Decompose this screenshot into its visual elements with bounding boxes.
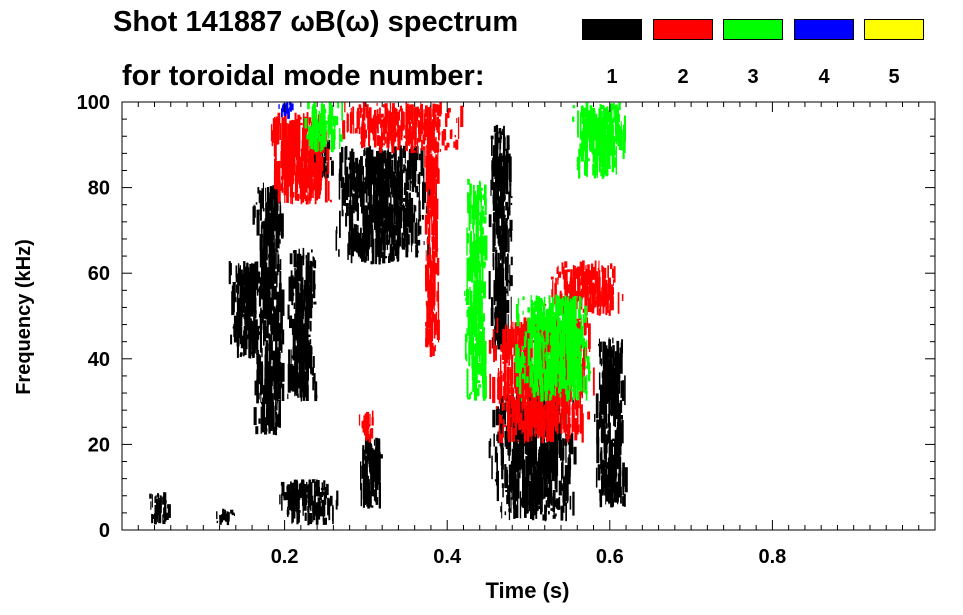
series-mode-3 [304, 102, 626, 402]
x-tick-label: 0.4 [433, 546, 462, 568]
y-tick-label: 0 [99, 520, 110, 542]
series-mode-2 [270, 102, 624, 444]
series-mode-1 [149, 124, 628, 526]
legend-label-n4: 4 [818, 66, 830, 88]
spectral-region-mode-1 [335, 145, 431, 265]
legend-label-n5: 5 [888, 66, 900, 88]
spectral-region-mode-1 [252, 180, 285, 436]
chart-title: Shot 141887 ωB(ω) spectrum [113, 6, 519, 38]
spectral-region-mode-1 [149, 492, 171, 525]
x-tick-label: 0.6 [596, 546, 624, 568]
spectral-region-mode-1 [594, 337, 628, 508]
axes: 0.2 0.4 0.6 0.8 0 20 40 60 80 100 [77, 92, 935, 568]
legend-swatch-n3 [723, 19, 783, 40]
spectral-region-mode-3 [572, 102, 626, 179]
y-tick-label: 40 [88, 349, 110, 371]
legend-swatch-n4 [794, 19, 854, 40]
y-tick-label: 80 [88, 178, 110, 200]
spectral-region-mode-3 [304, 102, 343, 153]
y-tick-label: 100 [77, 92, 110, 114]
spectral-region-mode-1 [228, 261, 259, 359]
spectrum-marks [149, 102, 628, 526]
legend-swatch-n5 [864, 19, 924, 40]
legend-swatch-n2 [653, 19, 713, 40]
spectral-region-mode-2 [424, 119, 440, 357]
y-tick-label: 60 [88, 263, 110, 285]
spectral-region-mode-1 [279, 479, 339, 526]
legend-title: for toroidal mode number: [122, 60, 485, 92]
spectral-region-mode-3 [464, 179, 488, 401]
y-axis-label: Frequency (kHz) [13, 239, 35, 395]
spectral-region-mode-2 [342, 102, 464, 154]
spectral-region-mode-3 [514, 294, 592, 402]
legend-label-n2: 2 [677, 66, 689, 88]
legend-label-n3: 3 [747, 66, 759, 88]
spectral-region-mode-1 [360, 437, 383, 509]
legend-label-n1: 1 [606, 66, 618, 88]
spectral-region-mode-2 [358, 410, 374, 443]
legend-swatch-n1 [582, 19, 642, 40]
y-tick-label: 20 [88, 434, 110, 456]
x-tick-label: 0.8 [758, 546, 786, 568]
spectral-region-mode-2 [488, 316, 595, 444]
spectral-region-mode-1 [488, 124, 513, 356]
spectral-region-mode-1 [216, 508, 235, 526]
x-axis-label: Time (s) [486, 578, 570, 603]
spectral-region-mode-1 [287, 247, 318, 402]
x-tick-label: 0.2 [271, 546, 299, 568]
